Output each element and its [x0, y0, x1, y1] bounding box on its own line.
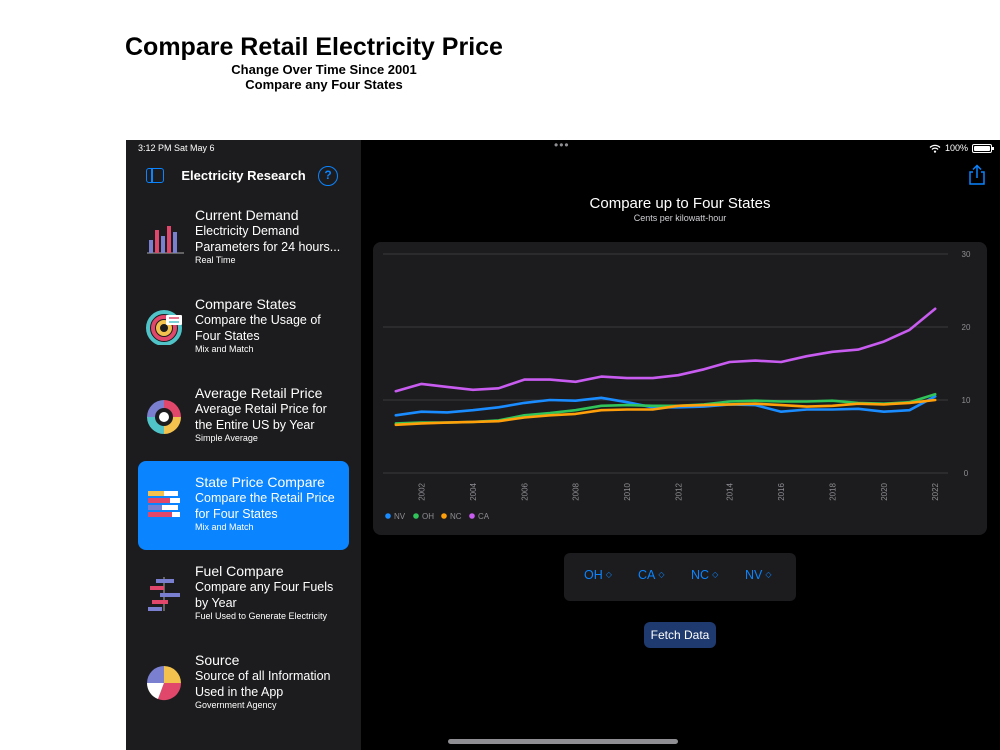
nav-item-description: Compare the Usage of Four States — [195, 313, 321, 343]
caption-title: Compare Retail Electricity Price — [125, 33, 503, 61]
state-picker-2[interactable]: CA ◇ — [638, 568, 665, 586]
state-picker-label: NV — [745, 568, 763, 582]
nav-item-fuel-compare[interactable]: Fuel Compare Compare any Four Fuels by Y… — [138, 550, 349, 639]
state-picker-1[interactable]: OH ◇ — [584, 568, 612, 586]
chart-title: Compare up to Four States — [589, 195, 771, 212]
nav-item-title: Current Demand — [195, 207, 299, 223]
y-tick-label: 20 — [962, 323, 971, 332]
legend-marker-oh — [413, 513, 419, 519]
wifi-icon — [929, 144, 941, 153]
nav-item-note: Simple Average — [195, 433, 258, 443]
nav-item-text: Fuel Compare Compare any Four Fuels by Y… — [195, 563, 345, 622]
legend-label: NC — [450, 512, 462, 521]
nav-item-text: Compare States Compare the Usage of Four… — [195, 296, 345, 355]
nav-item-title: Compare States — [195, 296, 297, 312]
x-tick-label: 2008 — [572, 482, 581, 500]
chevron-up-down-icon: ◇ — [605, 570, 612, 579]
nav-item-compare-states[interactable]: Compare States Compare the Usage of Four… — [138, 283, 349, 372]
nav-item-description: Average Retail Price for the Entire US b… — [195, 402, 327, 432]
y-tick-label: 0 — [964, 469, 969, 478]
chart-subtitle: Cents per kilowatt-hour — [633, 213, 727, 223]
nav-item-description: Compare any Four Fuels by Year — [195, 580, 334, 610]
nav-item-note: Government Agency — [195, 700, 277, 710]
nav-item-description: Electricity Demand Parameters for 24 hou… — [195, 224, 341, 254]
battery-icon — [972, 143, 994, 153]
nav-item-source[interactable]: Source Source of all Information Used in… — [138, 639, 349, 728]
state-picker-label: OH — [584, 568, 603, 582]
state-picker-label: NC — [691, 568, 710, 582]
nav-item-description: Compare the Retail Price for Four States — [195, 491, 335, 521]
multitasking-dots-icon[interactable]: ••• — [554, 140, 570, 152]
caption-subtitle-1: Change Over Time Since 2001 — [231, 62, 417, 77]
nav-item-current-demand[interactable]: Current Demand Electricity Demand Parame… — [138, 194, 349, 283]
state-picker-3[interactable]: NC ◇ — [691, 568, 718, 586]
legend-label: CA — [478, 512, 490, 521]
line-chart: 0 10 20 30 2002 2004 2006 2008 2010 2012 2014 2016 2… — [383, 250, 971, 521]
sidebar: 3:12 PM Sat May 6 Electricity Research ?… — [126, 140, 361, 750]
x-tick-label: 2022 — [931, 482, 940, 500]
legend-marker-ca — [469, 513, 475, 519]
nav-item-note: Mix and Match — [195, 522, 254, 532]
chevron-up-down-icon: ◇ — [765, 570, 772, 579]
status-indicators: 100% — [929, 143, 994, 153]
x-tick-label: 2012 — [674, 482, 683, 500]
nav-item-title: State Price Compare — [195, 474, 325, 490]
state-picker-label: CA — [638, 568, 656, 582]
help-button[interactable]: ? — [318, 166, 338, 186]
y-tick-label: 30 — [962, 250, 971, 259]
x-tick-label: 2018 — [828, 482, 837, 500]
range-bars-icon — [148, 577, 180, 611]
caption: Compare Retail Electricity Price Change … — [0, 0, 1000, 140]
ring-chart-icon — [146, 310, 182, 345]
state-picker-bar: OH ◇ CA ◇ NC ◇ NV ◇ — [564, 553, 796, 601]
nav-item-title: Average Retail Price — [195, 385, 323, 401]
x-tick-label: 2004 — [469, 482, 478, 500]
stacked-bars-icon — [148, 491, 180, 517]
legend-label: OH — [422, 512, 434, 521]
nav-item-description: Source of all Information Used in the Ap… — [195, 669, 331, 699]
chart-card: 0 10 20 30 2002 2004 2006 2008 2010 2012 2014 2016 2… — [373, 242, 987, 535]
nav-item-note: Real Time — [195, 255, 236, 265]
legend-label: NV — [394, 512, 406, 521]
status-time: 3:12 PM Sat May 6 — [138, 143, 215, 153]
nav-item-title: Source — [195, 652, 240, 668]
chevron-up-down-icon: ◇ — [712, 570, 719, 579]
nav-item-text: State Price Compare Compare the Retail P… — [195, 474, 345, 533]
home-indicator[interactable] — [448, 739, 678, 744]
chevron-up-down-icon: ◇ — [658, 570, 665, 579]
nav-item-title: Fuel Compare — [195, 563, 284, 579]
bar-chart-icon — [147, 226, 184, 254]
nav-item-state-price-compare[interactable]: State Price Compare Compare the Retail P… — [138, 461, 349, 550]
sidebar-toggle-icon[interactable] — [146, 168, 164, 183]
fetch-data-button[interactable]: Fetch Data — [644, 622, 716, 648]
x-tick-label: 2016 — [777, 482, 786, 500]
sidebar-title: Electricity Research — [181, 168, 306, 183]
x-tick-label: 2020 — [880, 482, 889, 500]
nav-item-text: Average Retail Price Average Retail Pric… — [195, 385, 345, 444]
pie-chart-icon — [146, 666, 182, 701]
donut-chart-icon — [147, 400, 181, 434]
series-line-ca — [394, 307, 937, 393]
x-tick-label: 2002 — [418, 482, 427, 500]
nav-item-note: Fuel Used to Generate Electricity — [195, 611, 328, 621]
state-picker-4[interactable]: NV ◇ — [745, 568, 772, 586]
nav-item-note: Mix and Match — [195, 344, 254, 354]
sidebar-header: Electricity Research ? — [126, 158, 361, 196]
x-tick-label: 2010 — [623, 482, 632, 500]
legend-marker-nc — [441, 513, 447, 519]
battery-level — [974, 145, 990, 151]
battery-percent: 100% — [944, 143, 968, 153]
y-tick-label: 10 — [962, 396, 971, 405]
ipad-screen: 3:12 PM Sat May 6 Electricity Research ?… — [126, 140, 1000, 750]
series-line-nc — [394, 398, 937, 427]
nav-item-text: Source Source of all Information Used in… — [195, 652, 345, 711]
x-tick-label: 2014 — [726, 482, 735, 500]
share-icon[interactable] — [968, 164, 986, 186]
nav-item-average-retail-price[interactable]: Average Retail Price Average Retail Pric… — [138, 372, 349, 461]
caption-subtitle-2: Compare any Four States — [245, 77, 403, 92]
x-tick-label: 2006 — [520, 482, 529, 500]
nav-item-text: Current Demand Electricity Demand Parame… — [195, 207, 345, 266]
legend-marker-nv — [385, 513, 391, 519]
